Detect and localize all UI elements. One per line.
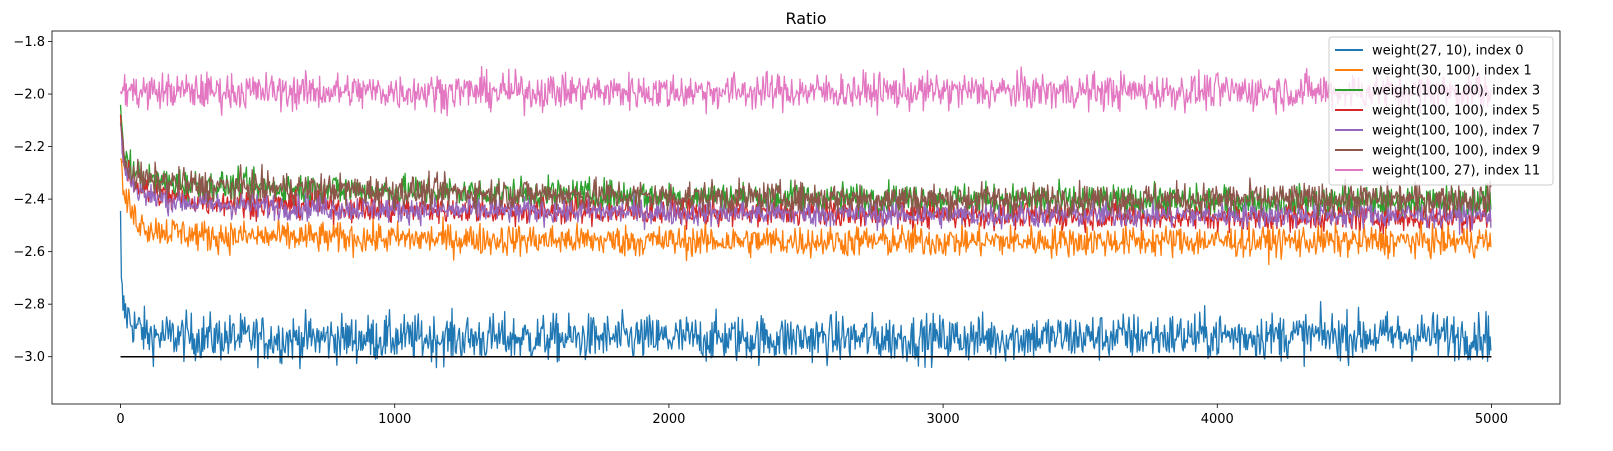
- plot-lines: [119, 66, 1492, 370]
- x-tick-label: 0: [116, 412, 124, 427]
- series-line-4: [119, 122, 1492, 236]
- legend-label: weight(100, 27), index 11: [1372, 164, 1540, 179]
- x-tick-label: 2000: [652, 412, 685, 427]
- y-tick-label: −2.0: [13, 88, 45, 103]
- y-tick-label: −2.8: [13, 298, 45, 313]
- legend-label: weight(100, 100), index 5: [1372, 104, 1540, 119]
- y-tick-label: −2.2: [13, 140, 45, 155]
- legend-label: weight(100, 100), index 9: [1372, 144, 1540, 159]
- series-line-5: [119, 122, 1492, 222]
- plot-frame: [51, 30, 1561, 405]
- x-tick-label: 5000: [1475, 412, 1508, 427]
- legend-label: weight(100, 100), index 3: [1372, 84, 1540, 99]
- legend-label: weight(27, 10), index 0: [1372, 44, 1524, 59]
- x-tick-label: 3000: [927, 412, 960, 427]
- x-axis: 0 1000 2000 3000 4000 5000: [116, 404, 1508, 427]
- y-tick-label: −1.8: [13, 35, 45, 50]
- legend-box: [1328, 36, 1554, 186]
- y-tick-label: −2.6: [13, 245, 45, 260]
- series-line-1: [119, 158, 1492, 266]
- x-tick-label: 1000: [378, 412, 411, 427]
- y-tick-label: −3.0: [13, 350, 45, 365]
- legend-label: weight(30, 100), index 1: [1372, 64, 1532, 79]
- legend-label: weight(100, 100), index 7: [1372, 124, 1540, 139]
- y-axis: −3.0 −2.8 −2.6 −2.4 −2.2 −2.0 −1.8: [13, 35, 52, 365]
- chart-title: Ratio: [785, 9, 826, 28]
- y-tick-label: −2.4: [13, 193, 45, 208]
- series-line-0: [119, 210, 1492, 370]
- series-line-6: [119, 66, 1492, 117]
- x-tick-label: 4000: [1201, 412, 1234, 427]
- legend: weight(27, 10), index 0 weight(30, 100), …: [1328, 36, 1554, 186]
